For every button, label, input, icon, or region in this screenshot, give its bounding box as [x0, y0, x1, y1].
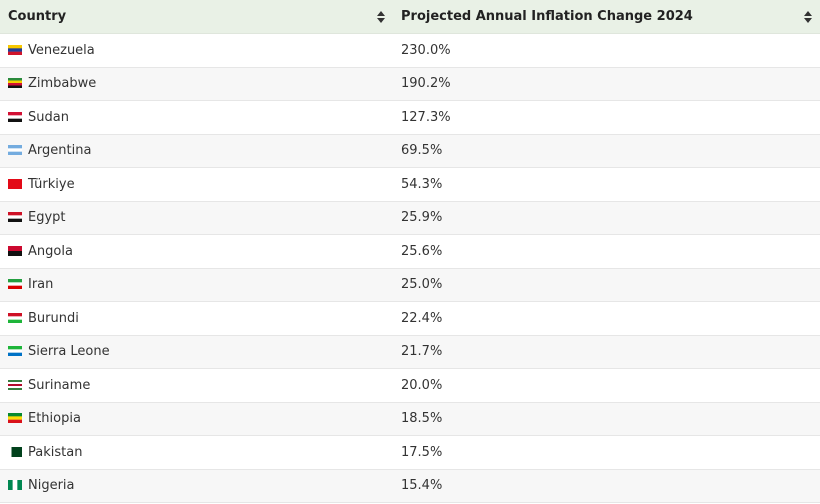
value-cell: 17.5% [393, 435, 820, 470]
table-row: Türkiye 54.3% [0, 167, 820, 202]
inflation-value: 18.5% [401, 411, 443, 427]
country-cell: Sudan [0, 100, 393, 135]
header-row: Country Projected Annual Inflation Chang… [0, 0, 820, 34]
flag-icon [8, 279, 22, 290]
country-cell: Suriname [0, 368, 393, 403]
country-name: Egypt [28, 210, 66, 226]
value-cell: 22.4% [393, 301, 820, 336]
table-row: Suriname 20.0% [0, 368, 820, 403]
inflation-value: 15.4% [401, 478, 443, 494]
country-name: Sudan [28, 109, 69, 125]
flag-icon [8, 44, 22, 55]
country-cell: Sierra Leone [0, 335, 393, 369]
value-cell: 20.0% [393, 368, 820, 403]
table-row: Angola 25.6% [0, 234, 820, 269]
table-body: Venezuela 230.0% Zimbabwe 190.2% Sudan 127.3%… [0, 33, 820, 503]
flag-icon [8, 446, 22, 457]
flag-icon [8, 480, 22, 491]
country-cell: Angola [0, 234, 393, 269]
country-name: Argentina [28, 143, 92, 159]
value-cell: 25.0% [393, 268, 820, 302]
table-row: Sudan 127.3% [0, 100, 820, 135]
table-head: Country Projected Annual Inflation Chang… [0, 0, 820, 34]
column-title: Country [8, 9, 67, 24]
table-row: Argentina 69.5% [0, 134, 820, 168]
inflation-value: 54.3% [401, 176, 443, 192]
inflation-value: 25.6% [401, 243, 443, 259]
flag-icon [8, 312, 22, 323]
column-title: Projected Annual Inflation Change 2024 [401, 9, 693, 24]
table-row: Ethiopia 18.5% [0, 402, 820, 436]
country-name: Angola [28, 243, 73, 259]
value-cell: 18.5% [393, 402, 820, 436]
table-row: Nigeria 15.4% [0, 469, 820, 503]
value-cell: 25.9% [393, 201, 820, 235]
inflation-value: 17.5% [401, 444, 443, 460]
sort-icon[interactable] [377, 11, 385, 23]
table-row: Iran 25.0% [0, 268, 820, 302]
country-name: Zimbabwe [28, 76, 97, 92]
country-name: Pakistan [28, 444, 83, 460]
flag-icon [8, 245, 22, 256]
value-cell: 25.6% [393, 234, 820, 269]
column-header[interactable]: Projected Annual Inflation Change 2024 [393, 0, 820, 34]
inflation-value: 22.4% [401, 310, 443, 326]
country-cell: Nigeria [0, 469, 393, 503]
country-cell: Venezuela [0, 33, 393, 68]
country-cell: Burundi [0, 301, 393, 336]
table-row: Sierra Leone 21.7% [0, 335, 820, 369]
inflation-value: 230.0% [401, 42, 451, 58]
country-name: Burundi [28, 310, 79, 326]
table-row: Egypt 25.9% [0, 201, 820, 235]
inflation-value: 21.7% [401, 344, 443, 360]
flag-icon [8, 346, 22, 357]
country-cell: Türkiye [0, 167, 393, 202]
value-cell: 190.2% [393, 67, 820, 101]
flag-icon [8, 379, 22, 390]
flag-icon [8, 145, 22, 156]
flag-icon [8, 413, 22, 424]
inflation-value: 190.2% [401, 76, 451, 92]
country-name: Sierra Leone [28, 344, 110, 360]
country-name: Venezuela [28, 42, 95, 58]
country-name: Iran [28, 277, 54, 293]
country-cell: Ethiopia [0, 402, 393, 436]
country-cell: Argentina [0, 134, 393, 168]
flag-icon [8, 78, 22, 89]
sort-icon[interactable] [804, 11, 812, 23]
country-cell: Egypt [0, 201, 393, 235]
flag-icon [8, 178, 22, 189]
inflation-value: 25.9% [401, 210, 443, 226]
country-cell: Pakistan [0, 435, 393, 470]
inflation-value: 127.3% [401, 109, 451, 125]
inflation-value: 25.0% [401, 277, 443, 293]
flag-icon [8, 212, 22, 223]
table-row: Zimbabwe 190.2% [0, 67, 820, 101]
country-cell: Iran [0, 268, 393, 302]
flag-icon [8, 111, 22, 122]
value-cell: 69.5% [393, 134, 820, 168]
country-name: Suriname [28, 377, 91, 393]
country-name: Ethiopia [28, 411, 81, 427]
table-row: Venezuela 230.0% [0, 33, 820, 68]
country-name: Türkiye [28, 176, 75, 192]
value-cell: 127.3% [393, 100, 820, 135]
value-cell: 230.0% [393, 33, 820, 68]
value-cell: 21.7% [393, 335, 820, 369]
value-cell: 15.4% [393, 469, 820, 503]
column-header[interactable]: Country [0, 0, 393, 34]
table-row: Burundi 22.4% [0, 301, 820, 336]
country-cell: Zimbabwe [0, 67, 393, 101]
inflation-value: 69.5% [401, 143, 443, 159]
country-name: Nigeria [28, 478, 75, 494]
value-cell: 54.3% [393, 167, 820, 202]
inflation-value: 20.0% [401, 377, 443, 393]
table-row: Pakistan 17.5% [0, 435, 820, 470]
